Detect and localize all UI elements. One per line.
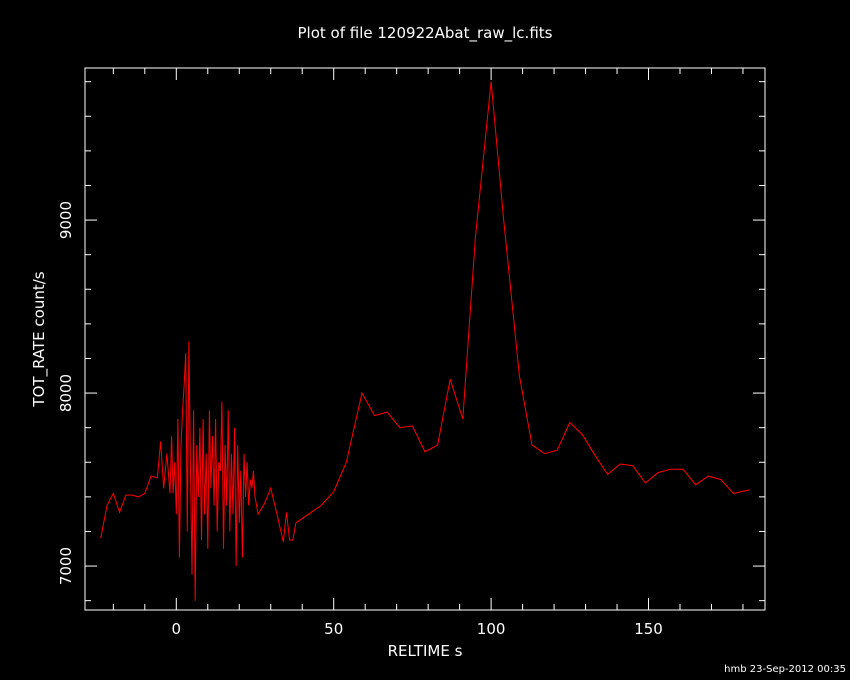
y-tick-label: 9000 [57, 201, 75, 239]
y-tick-label: 8000 [57, 374, 75, 412]
x-axis-label: RELTIME s [388, 642, 463, 660]
x-tick-label: 50 [324, 620, 343, 638]
plot-frame [84, 67, 766, 611]
x-tick-label: 150 [634, 620, 663, 638]
chart-title: Plot of file 120922Abat_raw_lc.fits [298, 24, 553, 43]
x-tick-label: 0 [172, 620, 182, 638]
y-tick-label: 7000 [57, 547, 75, 585]
y-axis-label: TOT_RATE count/s [30, 271, 49, 407]
x-tick-label: 100 [477, 620, 506, 638]
footer: hmb 23-Sep-2012 00:35 [724, 664, 846, 675]
data-line [100, 81, 750, 601]
